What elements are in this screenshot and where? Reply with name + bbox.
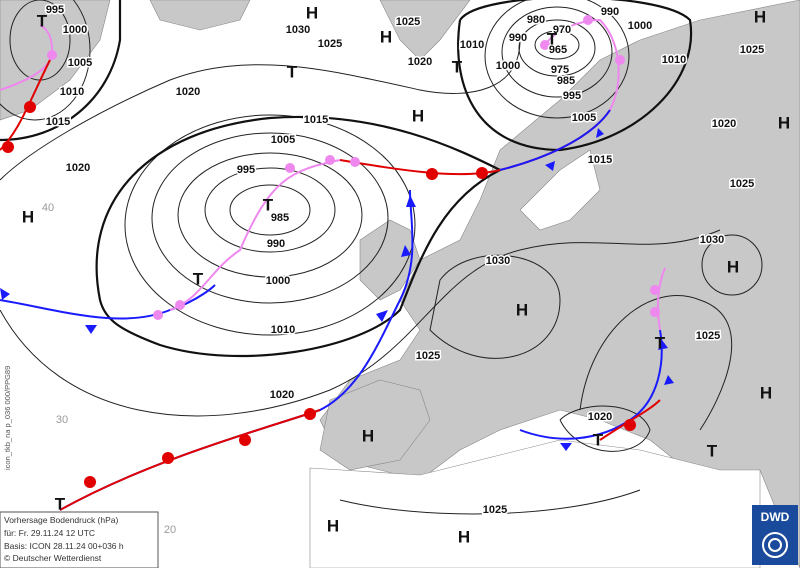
- isobar-label: 1005: [572, 112, 596, 124]
- isobar-label: 1010: [60, 86, 84, 98]
- isobar-label: 1020: [176, 86, 200, 98]
- isobar-label: 995: [46, 4, 64, 16]
- latitude-label: 20: [164, 524, 176, 536]
- isobar-label: 1015: [46, 116, 70, 128]
- isobar-label: 990: [601, 6, 619, 18]
- fronts: [0, 15, 674, 511]
- isobar-label: 1025: [696, 330, 720, 342]
- isobar-label: 995: [237, 164, 255, 176]
- info-line: für: Fr. 29.11.24 12 UTC: [4, 528, 95, 538]
- isobar-label: 1025: [740, 44, 764, 56]
- isobars: [0, 0, 763, 515]
- isobar-label: 1020: [588, 411, 612, 423]
- pressure-center: T: [55, 494, 66, 513]
- isobar-label: 1020: [66, 162, 90, 174]
- pressure-center: H: [327, 516, 339, 535]
- isobar-label: 1025: [483, 504, 507, 516]
- pressure-center: H: [727, 257, 739, 276]
- isobar-label: 1025: [396, 16, 420, 28]
- isobar-label: 970: [553, 24, 571, 36]
- pressure-center: T: [193, 269, 204, 288]
- isobar-label: 1005: [68, 57, 92, 69]
- pressure-center: T: [707, 441, 718, 460]
- pressure-center: H: [778, 113, 790, 132]
- pressure-center: H: [760, 383, 772, 402]
- pressure-center: T: [593, 430, 604, 449]
- isobar-label: 1030: [286, 24, 310, 36]
- isobar-label: 1030: [700, 234, 724, 246]
- pressure-center: T: [287, 62, 298, 81]
- isobar-label: 1025: [730, 178, 754, 190]
- isobar-label: 975: [551, 64, 569, 76]
- pressure-center: T: [452, 57, 463, 76]
- pressure-center: T: [547, 29, 558, 48]
- info-line: Basis: ICON 28.11.24 00+036 h: [4, 541, 124, 551]
- pressure-center: H: [516, 300, 528, 319]
- isobar-label: 1000: [628, 20, 652, 32]
- isobar-label: 1025: [318, 38, 342, 50]
- pressure-center: H: [754, 7, 766, 26]
- pressure-center: H: [22, 207, 34, 226]
- isobar-label: 1025: [416, 350, 440, 362]
- isobar-label: 1020: [270, 389, 294, 401]
- info-line: Vorhersage Bodendruck (hPa): [4, 515, 119, 525]
- labels: 995 1000 1005 1010 1015 1020 1020 1030 1025 1025 1…: [22, 2, 790, 546]
- isobar-label: 995: [563, 90, 581, 102]
- pressure-center: T: [263, 195, 274, 214]
- isobar-label: 1030: [486, 255, 510, 267]
- pressure-center: H: [412, 106, 424, 125]
- isobar-label: 1020: [408, 56, 432, 68]
- isobar-label: 1000: [63, 24, 87, 36]
- isobar-label: 1005: [271, 134, 295, 146]
- isobar-label: 965: [549, 44, 567, 56]
- isobar-label: 990: [509, 32, 527, 44]
- pressure-center: T: [37, 11, 48, 30]
- isobar-label: 1015: [588, 154, 612, 166]
- isobar-label: 1000: [266, 275, 290, 287]
- isobar-label: 1010: [460, 39, 484, 51]
- pressure-center: H: [458, 527, 470, 546]
- isobar-label: 1010: [271, 324, 295, 336]
- pressure-center: H: [306, 3, 318, 22]
- isobar-label: 985: [271, 212, 289, 224]
- isobar-label: 1020: [712, 118, 736, 130]
- isobar-label: 985: [557, 75, 575, 87]
- isobar-label: 980: [527, 14, 545, 26]
- latitude-label: 30: [56, 414, 68, 426]
- logo-text: DWD: [761, 510, 790, 524]
- side-text: icon_tkb_na p_036 000/PPG89: [3, 366, 12, 470]
- pressure-center: T: [655, 333, 666, 352]
- info-box: [0, 511, 159, 568]
- pressure-center: H: [380, 27, 392, 46]
- pressure-center: H: [362, 426, 374, 445]
- latitude-label: 40: [42, 202, 54, 214]
- isobar-label: 1015: [304, 114, 328, 126]
- isobar-label: 1010: [662, 54, 686, 66]
- info-line: © Deutscher Wetterdienst: [4, 553, 102, 563]
- dwd-logo: DWD: [752, 505, 798, 565]
- isobar-label: 1000: [496, 60, 520, 72]
- isobar-label: 990: [267, 238, 285, 250]
